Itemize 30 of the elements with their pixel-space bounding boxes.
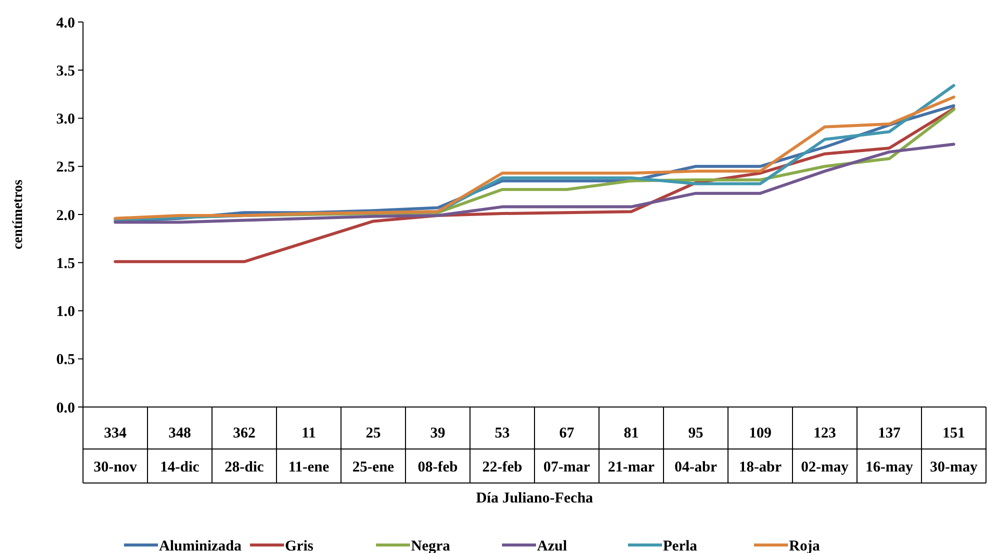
y-tick-label: 3.5 [56, 63, 75, 80]
legend-label: Gris [285, 538, 314, 553]
y-tick-label: 1.0 [56, 304, 75, 320]
legend-label: Aluminizada [159, 538, 242, 553]
y-tick-label: 3.0 [56, 112, 75, 128]
category-label: 151 30-may [930, 425, 978, 476]
y-tick-label: 2.0 [56, 208, 75, 224]
category-label: 11 11-ene [288, 425, 330, 476]
category-label: 25 25-ene [352, 425, 394, 476]
y-tick-label: 0.5 [56, 352, 75, 368]
line-series [114, 142, 956, 224]
y-axis-title: centímetros [11, 179, 26, 250]
legend-label: Azul [537, 538, 567, 553]
category-label: 67 07-mar [543, 425, 590, 476]
category-label: 137 16-may [866, 425, 913, 476]
legend-label: Perla [663, 538, 698, 553]
category-label: 123 02-may [801, 425, 848, 476]
category-label: 109 18-abr [739, 425, 782, 476]
y-tick-label: 1.5 [56, 256, 75, 272]
y-tick-label: 4.0 [56, 15, 75, 32]
y-tick-label: 0.0 [56, 400, 75, 416]
category-label: 39 08-feb [418, 425, 458, 476]
category-label: 348 14-dic [160, 425, 200, 476]
category-label: 95 04-abr [674, 425, 717, 476]
category-label: 362 28-dic [224, 425, 264, 476]
category-label: 334 30-nov [94, 425, 137, 476]
x-axis-title: Día Juliano-Fecha [476, 490, 594, 506]
category-label: 53 22-feb [482, 425, 522, 476]
y-tick-label: 2.5 [56, 160, 75, 176]
category-label: 81 21-mar [608, 425, 655, 476]
